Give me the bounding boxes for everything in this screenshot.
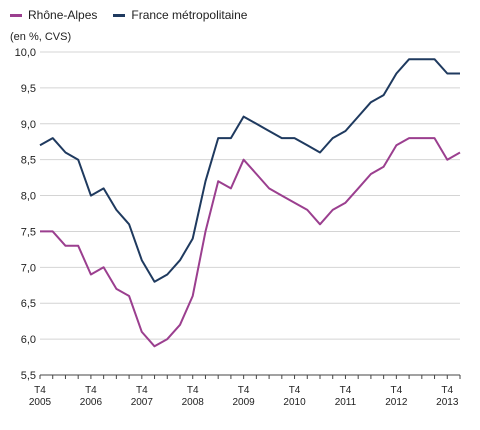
x-tick-label-year: 2013	[436, 397, 459, 408]
legend-label-rhone-alpes: Rhône-Alpes	[28, 8, 98, 22]
x-tick-label-quarter: T4	[289, 385, 301, 396]
legend: Rhône-Alpes France métropolitaine	[10, 8, 247, 22]
x-tick-label-quarter: T4	[136, 385, 148, 396]
x-tick-label-quarter: T4	[187, 385, 199, 396]
x-tick-label-year: 2012	[385, 397, 408, 408]
y-tick-label: 7,0	[21, 262, 36, 274]
x-tick-label-year: 2009	[233, 397, 256, 408]
legend-item-france: France métropolitaine	[113, 8, 247, 22]
unit-label: (en %, CVS)	[10, 31, 72, 43]
y-tick-label: 9,5	[21, 83, 36, 95]
x-tick-label-quarter: T4	[391, 385, 403, 396]
x-tick-label-quarter: T4	[34, 385, 46, 396]
x-tick-label-quarter: T4	[441, 385, 453, 396]
x-tick-label-year: 2011	[335, 397, 357, 408]
y-tick-label: 9,0	[21, 119, 36, 131]
series-line-rhone-alpes	[40, 137, 461, 348]
x-tick-label-year: 2005	[29, 397, 52, 408]
x-tick-label-year: 2007	[131, 397, 154, 408]
y-tick-label: 10,0	[15, 47, 36, 59]
y-tick-label: 8,0	[21, 191, 36, 203]
x-tick-label-year: 2008	[182, 397, 205, 408]
y-tick-label: 7,5	[21, 226, 36, 238]
x-tick-label-year: 2006	[80, 397, 103, 408]
y-tick-label: 6,0	[21, 334, 36, 346]
series-line-france-metropolitaine	[39, 58, 460, 283]
y-tick-label: 6,5	[21, 298, 36, 310]
legend-swatch-france	[113, 13, 126, 17]
legend-item-rhone-alpes: Rhône-Alpes	[10, 8, 97, 22]
x-tick-label-quarter: T4	[85, 385, 97, 396]
legend-label-france: France métropolitaine	[131, 8, 248, 22]
x-tick-label-year: 2010	[283, 397, 306, 408]
x-tick-label-quarter: T4	[238, 385, 250, 396]
legend-swatch-rhone-alpes	[10, 13, 22, 17]
x-tick-label-quarter: T4	[340, 385, 352, 396]
y-tick-label: 5,5	[21, 370, 36, 382]
y-tick-label: 8,5	[21, 155, 36, 167]
